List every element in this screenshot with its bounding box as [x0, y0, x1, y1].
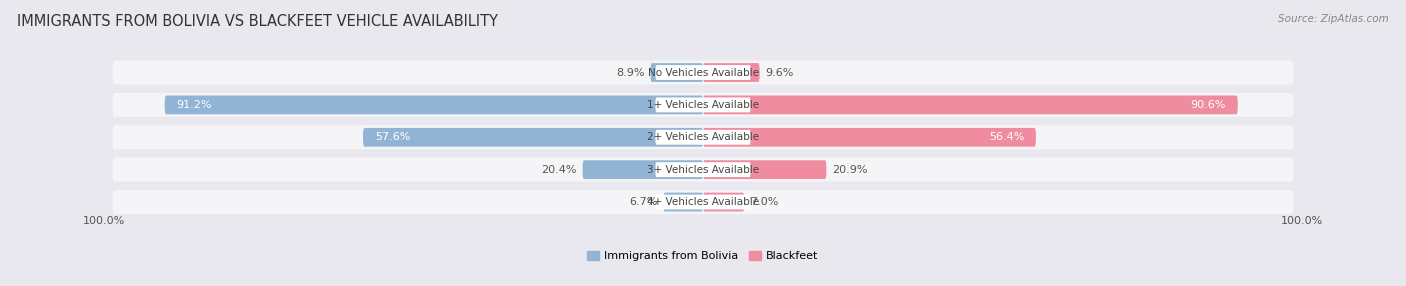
FancyBboxPatch shape: [703, 63, 759, 82]
FancyBboxPatch shape: [651, 63, 703, 82]
Text: 6.7%: 6.7%: [628, 197, 658, 207]
Text: 100.0%: 100.0%: [83, 216, 125, 226]
FancyBboxPatch shape: [363, 128, 703, 147]
FancyBboxPatch shape: [703, 128, 1036, 147]
FancyBboxPatch shape: [655, 65, 751, 80]
FancyBboxPatch shape: [112, 190, 1294, 214]
FancyBboxPatch shape: [112, 125, 1294, 149]
FancyBboxPatch shape: [703, 160, 827, 179]
FancyBboxPatch shape: [703, 193, 744, 211]
Text: 3+ Vehicles Available: 3+ Vehicles Available: [647, 165, 759, 175]
Text: 100.0%: 100.0%: [1281, 216, 1323, 226]
Text: 8.9%: 8.9%: [616, 67, 644, 78]
Text: 20.9%: 20.9%: [832, 165, 868, 175]
Text: 4+ Vehicles Available: 4+ Vehicles Available: [647, 197, 759, 207]
Text: 1+ Vehicles Available: 1+ Vehicles Available: [647, 100, 759, 110]
Text: Source: ZipAtlas.com: Source: ZipAtlas.com: [1278, 14, 1389, 24]
Text: 2+ Vehicles Available: 2+ Vehicles Available: [647, 132, 759, 142]
FancyBboxPatch shape: [703, 96, 1237, 114]
Legend: Immigrants from Bolivia, Blackfeet: Immigrants from Bolivia, Blackfeet: [583, 247, 823, 266]
Text: 90.6%: 90.6%: [1191, 100, 1226, 110]
Text: 9.6%: 9.6%: [765, 67, 794, 78]
Text: No Vehicles Available: No Vehicles Available: [648, 67, 758, 78]
FancyBboxPatch shape: [112, 158, 1294, 182]
FancyBboxPatch shape: [655, 194, 751, 209]
FancyBboxPatch shape: [664, 193, 703, 211]
FancyBboxPatch shape: [112, 93, 1294, 117]
Text: 56.4%: 56.4%: [988, 132, 1024, 142]
Text: 57.6%: 57.6%: [375, 132, 411, 142]
FancyBboxPatch shape: [165, 96, 703, 114]
FancyBboxPatch shape: [655, 162, 751, 177]
FancyBboxPatch shape: [112, 61, 1294, 84]
FancyBboxPatch shape: [655, 98, 751, 112]
Text: 91.2%: 91.2%: [177, 100, 212, 110]
Text: 20.4%: 20.4%: [541, 165, 576, 175]
FancyBboxPatch shape: [655, 130, 751, 145]
Text: 7.0%: 7.0%: [751, 197, 779, 207]
Text: IMMIGRANTS FROM BOLIVIA VS BLACKFEET VEHICLE AVAILABILITY: IMMIGRANTS FROM BOLIVIA VS BLACKFEET VEH…: [17, 14, 498, 29]
FancyBboxPatch shape: [582, 160, 703, 179]
